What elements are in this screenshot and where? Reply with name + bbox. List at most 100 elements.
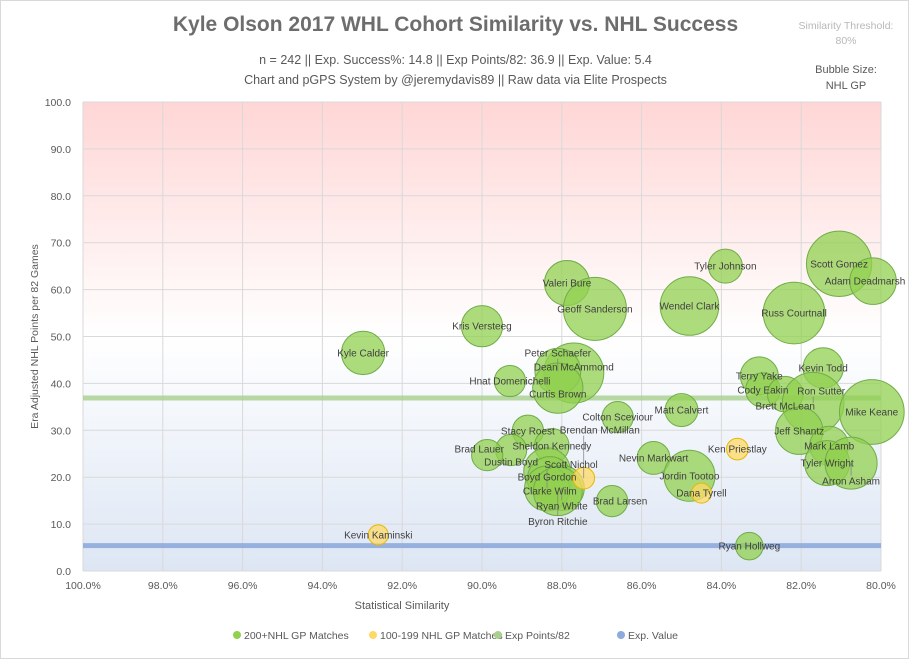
bubble-point (762, 281, 826, 345)
bubble-label: Dana Tyrell (676, 489, 726, 500)
bubble-size-value: NHL GP (825, 80, 867, 92)
bubble-label: Mike Keane (845, 408, 898, 419)
legend-marker (494, 631, 502, 639)
legend-entry: 100-199 NHL GP Matches (380, 630, 503, 642)
bubble-size-note: Bubble Size: NHL GP (781, 62, 908, 94)
y-tick-label: 100.0 (45, 97, 71, 109)
x-tick-label: 84.0% (707, 580, 737, 592)
x-tick-label: 82.0% (786, 580, 816, 592)
chart-subtitle-credits: Chart and pGPS System by @jeremydavis89 … (244, 73, 667, 87)
threshold-note: Similarity Threshold: 80% (781, 19, 908, 49)
bubble-label: Kevin Todd (798, 363, 847, 374)
x-tick-label: 96.0% (228, 580, 258, 592)
bubble-label: Brett McLean (755, 402, 814, 413)
bubble-point (726, 437, 749, 461)
bubble-label: Ron Sutter (797, 387, 845, 398)
y-tick-label: 60.0 (51, 285, 72, 297)
bubble-label: Arron Asham (822, 477, 880, 488)
chart-title: Kyle Olson 2017 WHL Cohort Similarity vs… (172, 13, 739, 36)
bubble-label: Brad Lauer (454, 445, 504, 456)
x-tick-label: 90.0% (467, 580, 497, 592)
y-tick-label: 20.0 (51, 472, 72, 484)
bubble-label: Brad Larsen (593, 497, 647, 508)
y-tick-label: 80.0 (51, 191, 72, 203)
bubble-point (707, 248, 743, 284)
bubble-point (340, 330, 386, 376)
threshold-label: Similarity Threshold: (798, 20, 894, 32)
legend-entry: Exp. Value (628, 630, 678, 642)
y-tick-label: 50.0 (51, 332, 72, 344)
y-tick-label: 90.0 (51, 144, 72, 156)
x-axis-title: Statistical Similarity (355, 600, 450, 612)
bubble-size-label: Bubble Size: (815, 64, 877, 76)
bubble-label: Boyd Gordon (518, 473, 577, 484)
bubble-point (735, 531, 764, 561)
bubble-label: Jordin Tootoo (660, 471, 720, 482)
bubble-label: Dustin Boyd (484, 457, 538, 468)
bubble-label: Cody Eakin (737, 385, 788, 396)
y-tick-label: 0.0 (56, 566, 71, 578)
bubble-label: Wendel Clark (660, 302, 721, 313)
bubble-label: Colton Sceviour (582, 413, 653, 424)
bubble-point (562, 276, 627, 341)
bubble-point (367, 524, 389, 546)
y-tick-label: 70.0 (51, 238, 72, 250)
bubble-point (664, 393, 699, 428)
bubble-label: Russ Courtnall (761, 309, 827, 320)
y-axis-title: Era Adjusted NHL Points per 82 Games (29, 244, 41, 429)
bubble-point (471, 439, 504, 472)
bubble-label: Geoff Sanderson (557, 304, 632, 315)
bubble-label: Tyler Wright (801, 459, 854, 470)
x-tick-label: 80.0% (866, 580, 896, 592)
bubble-label: Brendan McMillan (560, 426, 640, 437)
bubble-label: Matt Calvert (655, 406, 709, 417)
bubble-label: Stacy Roest (501, 426, 555, 437)
legend-marker (369, 631, 377, 639)
bubble-label: Kyle Calder (337, 348, 389, 359)
bubble-label: Clarke Wilm (523, 487, 577, 498)
bubble-point (690, 482, 712, 504)
x-tick-label: 94.0% (308, 580, 338, 592)
legend-marker (233, 631, 241, 639)
bubble-label: Jeff Shantz (774, 426, 824, 437)
bubble-label: Peter Schaefer (524, 349, 591, 360)
bubble-label: Terry Yake (736, 371, 783, 382)
bubble-label: Tyler Johnson (694, 262, 756, 273)
x-tick-label: 98.0% (148, 580, 178, 592)
bubble-label: Ken Priestlay (708, 445, 767, 456)
bubble-point (595, 485, 629, 518)
bubble-point (849, 257, 897, 305)
bubble-label: Kevin Kaminski (344, 530, 412, 541)
bubble-label: Adam Deadmarsh (825, 277, 906, 288)
bubble-label: Scott Nichol (544, 460, 597, 471)
x-tick-label: 100.0% (65, 580, 101, 592)
bubble-point (659, 276, 720, 336)
y-tick-label: 40.0 (51, 378, 72, 390)
bubble-point (493, 364, 527, 398)
y-tick-label: 10.0 (51, 519, 72, 531)
bubble-label: Ryan Hollweg (718, 542, 780, 553)
chart-subtitle-stats: n = 242 || Exp. Success%: 14.8 || Exp Po… (259, 53, 652, 67)
bubble-label: Sheldon Kennedy (512, 441, 591, 452)
x-tick-label: 88.0% (547, 580, 577, 592)
bubble-label: Hnat Domenichelli (469, 377, 550, 388)
bubble-label: Kris Versteeg (452, 322, 511, 333)
bubble-label: Mark Lamb (804, 441, 854, 452)
legend-entry: Exp Points/82 (505, 630, 570, 642)
bubble-label: Curtis Brown (529, 390, 586, 401)
threshold-value: 80% (835, 35, 857, 47)
bubble-label: Dean McAmmond (534, 363, 614, 374)
bubble-label: Scott Gomez (810, 259, 868, 270)
x-tick-label: 86.0% (627, 580, 657, 592)
bubble-label: Valeri Bure (543, 279, 592, 290)
legend-marker (617, 631, 625, 639)
bubble-point (601, 401, 634, 434)
bubble-label: Byron Ritchie (528, 517, 588, 528)
bubble-point (460, 305, 504, 348)
bubble-label: Ryan White (536, 501, 588, 512)
y-tick-label: 30.0 (51, 425, 72, 437)
legend-entry: 200+NHL GP Matches (244, 630, 349, 642)
bubble-label: Nevin Markwart (619, 453, 689, 464)
